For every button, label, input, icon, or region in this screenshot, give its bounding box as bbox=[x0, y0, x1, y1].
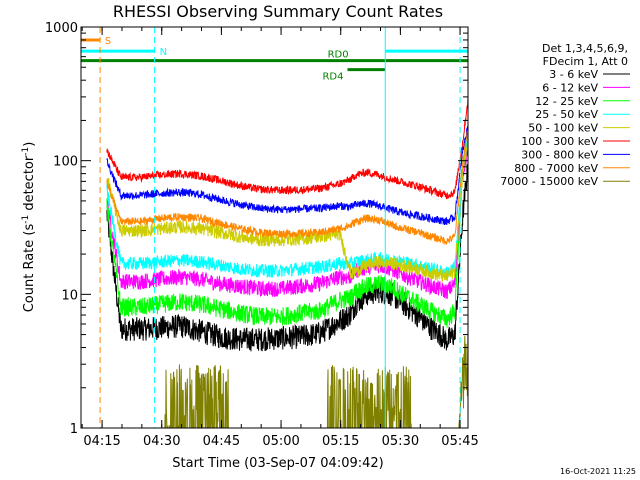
y-axis-label-end: ) bbox=[22, 142, 37, 147]
series-line-6-12-kev bbox=[106, 145, 469, 299]
axis-layer: 04:15 04:30 04:45 05:00 05:15 05:30 05:45 1 10 10… bbox=[45, 21, 479, 449]
y-tick-label: 10 bbox=[61, 288, 78, 303]
x-tick-label: 04:30 bbox=[143, 434, 180, 449]
x-axis-label: Start Time (03-Sep-07 04:09:42) bbox=[172, 456, 383, 471]
y-axis-label-sup2: -1 bbox=[21, 147, 31, 156]
series-line-12-25-kev bbox=[106, 132, 469, 328]
timestamp: 16-Oct-2021 11:25 bbox=[560, 467, 636, 476]
series-line-300-800-kev bbox=[106, 125, 469, 226]
x-tick-label: 05:30 bbox=[382, 434, 419, 449]
legend-label-300-800-kev: 300 - 800 keV bbox=[521, 148, 598, 161]
y-axis-label-mid: detector bbox=[22, 155, 37, 215]
y-tick-label: 100 bbox=[53, 155, 78, 170]
legend-label-3-6-kev: 3 - 6 keV bbox=[549, 68, 598, 81]
legend-label-12-25-kev: 12 - 25 keV bbox=[535, 95, 598, 108]
x-tick-label: 04:15 bbox=[83, 434, 120, 449]
y-axis-label-main: Count Rate (s bbox=[22, 224, 37, 313]
x-tick-label: 05:00 bbox=[262, 434, 299, 449]
legend-label-800-7000-kev: 800 - 7000 keV bbox=[514, 162, 598, 175]
series-line-50-100-kev bbox=[106, 139, 469, 283]
series-line-800-7000-kev bbox=[106, 127, 469, 245]
flag-label-n: N bbox=[160, 47, 167, 58]
flag-label-rd0: RD0 bbox=[328, 50, 349, 61]
x-tick-label: 05:15 bbox=[322, 434, 359, 449]
chart-title: RHESSI Observing Summary Count Rates bbox=[113, 2, 443, 21]
legend: Det 1,3,4,5,6,9, FDecim 1, Att 0 3 - 6 k… bbox=[500, 42, 630, 188]
x-tick-label: 04:45 bbox=[203, 434, 240, 449]
series-line-25-50-kev bbox=[106, 131, 469, 279]
legend-label-100-300-kev: 100 - 300 keV bbox=[521, 135, 598, 148]
legend-label-50-100-kev: 50 - 100 keV bbox=[528, 122, 598, 135]
y-tick-label: 1000 bbox=[45, 21, 78, 36]
legend-header-line-2: FDecim 1, Att 0 bbox=[543, 55, 628, 68]
plot-frame bbox=[80, 26, 469, 429]
series-line-100-300-kev bbox=[106, 96, 469, 200]
x-tick-label: 05:45 bbox=[441, 434, 478, 449]
legend-header-line-1: Det 1,3,4,5,6,9, bbox=[542, 42, 628, 55]
vline-layer bbox=[99, 27, 461, 428]
legend-label-6-12-kev: 6 - 12 keV bbox=[542, 81, 598, 94]
flag-label-s: S bbox=[105, 36, 111, 47]
legend-label-25-50-kev: 25 - 50 keV bbox=[535, 108, 598, 121]
series-line-3-6-kev bbox=[106, 164, 469, 352]
flag-label-rd4: RD4 bbox=[322, 72, 343, 83]
y-axis-label-sup1: -1 bbox=[21, 215, 31, 224]
y-axis-label: Count Rate (s-1 detector-1) bbox=[21, 142, 37, 313]
y-tick-label: 1 bbox=[70, 422, 78, 437]
flag-layer: S N RD0 RD4 bbox=[81, 36, 468, 83]
legend-label-7000-15000-kev: 7000 - 15000 keV bbox=[500, 175, 598, 188]
